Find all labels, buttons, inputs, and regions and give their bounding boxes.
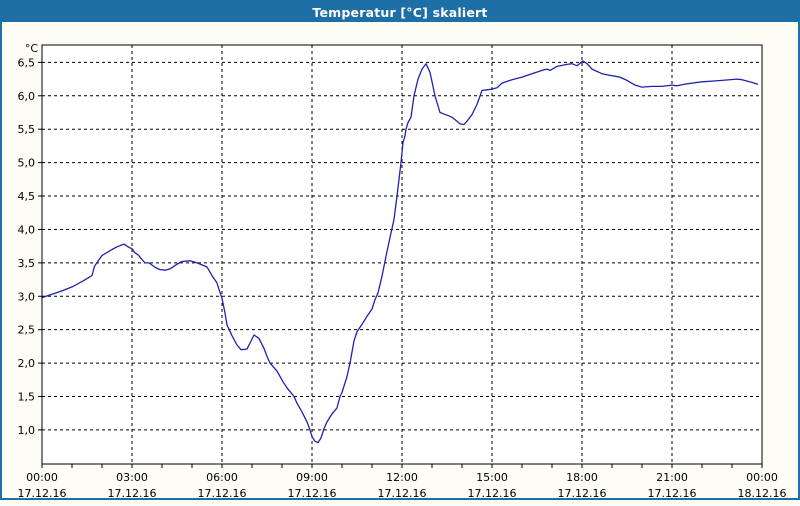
y-tick-label: 1,0 — [18, 424, 36, 437]
y-tick-label: 3,5 — [18, 257, 36, 270]
x-tick-time-label: 21:00 — [656, 471, 688, 484]
window-title: Temperatur [°C] skaliert — [312, 4, 488, 20]
x-tick-date-label: 17.12.16 — [378, 487, 427, 500]
x-tick-date-label: 17.12.16 — [198, 487, 247, 500]
y-tick-label: 6,5 — [18, 56, 36, 69]
x-tick-time-label: 03:00 — [116, 471, 148, 484]
x-tick-time-label: 00:00 — [26, 471, 58, 484]
x-tick-time-label: 09:00 — [296, 471, 328, 484]
x-tick-time-label: 18:00 — [566, 471, 598, 484]
x-tick-time-label: 06:00 — [206, 471, 238, 484]
y-tick-label: 2,5 — [18, 324, 36, 337]
x-tick-time-label: 12:00 — [386, 471, 418, 484]
y-tick-label: 3,0 — [18, 290, 36, 303]
y-tick-label: 4,5 — [18, 190, 36, 203]
temperature-line — [41, 60, 759, 444]
x-tick-date-label: 17.12.16 — [648, 487, 697, 500]
x-tick-time-label: 15:00 — [476, 471, 508, 484]
x-tick-time-label: 00:00 — [746, 471, 778, 484]
x-tick-date-label: 18.12.16 — [738, 487, 787, 500]
y-tick-label: 2,0 — [18, 357, 36, 370]
x-tick-date-label: 17.12.16 — [288, 487, 337, 500]
x-tick-date-label: 17.12.16 — [108, 487, 157, 500]
x-tick-date-label: 17.12.16 — [558, 487, 607, 500]
x-tick-date-label: 17.12.16 — [18, 487, 67, 500]
y-tick-label: 1,5 — [18, 391, 36, 404]
title-bar[interactable]: Temperatur [°C] skaliert — [2, 2, 798, 22]
y-tick-label: 5,5 — [18, 123, 36, 136]
y-tick-label: 5,0 — [18, 157, 36, 170]
x-tick-date-label: 17.12.16 — [468, 487, 517, 500]
y-tick-label: 4,0 — [18, 223, 36, 236]
y-tick-label: 6,0 — [18, 90, 36, 103]
y-axis-unit-label: °C — [25, 42, 39, 55]
